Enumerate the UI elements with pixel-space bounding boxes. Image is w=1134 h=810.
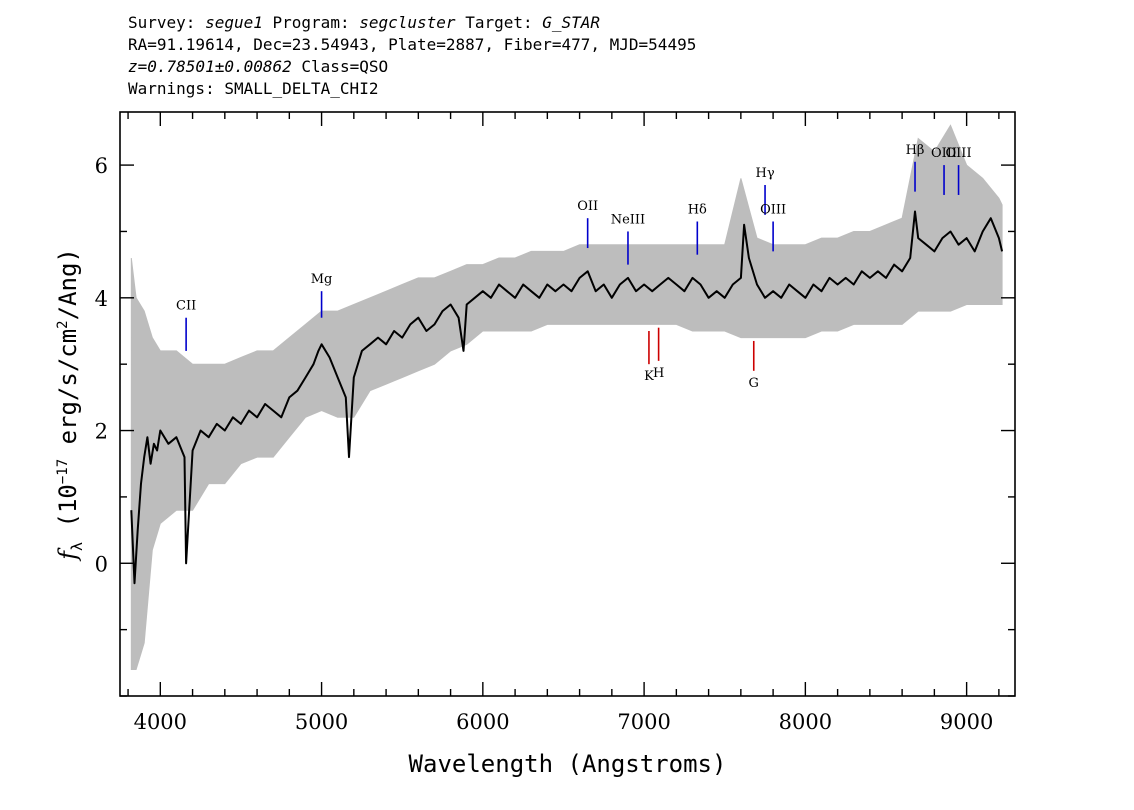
y-axis-title-a: (10 <box>54 484 82 542</box>
header-line-3: z=0.78501±0.00862 Class=QSO <box>128 56 696 78</box>
y-tick-label: 0 <box>95 552 108 576</box>
line-marker-label: Mg <box>311 272 333 287</box>
program-label: Program: <box>272 13 350 32</box>
survey-label: Survey: <box>128 13 196 32</box>
line-marker-label: Hγ <box>755 166 774 181</box>
x-tick-label: 6000 <box>456 710 509 734</box>
y-axis-title-sub: λ <box>68 542 86 551</box>
header-line-2: RA=91.19614, Dec=23.54943, Plate=2887, F… <box>128 35 697 54</box>
line-marker-label: CII <box>176 299 196 314</box>
header-line-1: Survey: segue1 Program: segcluster Targe… <box>128 12 696 34</box>
y-axis-title-c: /Ang) <box>54 248 82 320</box>
y-tick-label: 2 <box>95 420 108 444</box>
y-axis-title-exp2: 2 <box>55 320 71 328</box>
y-axis-title-b: erg/s/cm <box>54 329 82 459</box>
y-axis-title: fλ (10−17 erg/s/cm2/Ang) <box>54 248 86 562</box>
flux-line-layer <box>130 210 1004 585</box>
line-marker-label: OIII <box>946 146 972 161</box>
x-axis-title: Wavelength (Angstroms) <box>409 750 727 778</box>
target-value: G_STAR <box>542 13 601 32</box>
spectrum-header: Survey: segue1 Program: segcluster Targe… <box>128 12 696 100</box>
flux-line <box>130 210 1004 585</box>
line-marker-label: OIII <box>760 203 786 218</box>
y-tick-label: 4 <box>95 287 108 311</box>
axis-ticks: 4000 5000 6000 7000 8000 9000 0 2 4 6 <box>95 112 1015 734</box>
y-tick-label: 6 <box>95 154 108 178</box>
error-band-layer <box>130 124 1003 670</box>
x-tick-label: 8000 <box>779 710 832 734</box>
error-band <box>130 124 1003 670</box>
x-tick-label: 7000 <box>617 710 670 734</box>
line-marker-label: K <box>644 369 654 384</box>
line-marker-label: Hβ <box>906 143 925 158</box>
line-marker-label: G <box>749 376 759 391</box>
line-marker-label: OII <box>577 199 598 214</box>
survey-value: segue1 <box>205 13 263 32</box>
x-tick-label: 5000 <box>295 710 348 734</box>
y-axis-title-exp1: −17 <box>55 459 71 484</box>
line-marker-label: H <box>653 366 664 381</box>
redshift-value: z=0.78501±0.00862 <box>128 57 292 76</box>
warnings-line: Warnings: SMALL_DELTA_CHI2 <box>128 79 379 98</box>
line-marker-label: OIII <box>931 146 957 161</box>
plot-frame <box>119 111 1016 697</box>
x-tick-label: 4000 <box>134 710 187 734</box>
target-label: Target: <box>465 13 533 32</box>
line-marker-label: NeIII <box>611 212 645 227</box>
class-value: Class=QSO <box>301 57 389 76</box>
line-marker-label: Hδ <box>688 203 707 218</box>
x-tick-label: 9000 <box>940 710 993 734</box>
program-value: segcluster <box>359 13 456 32</box>
